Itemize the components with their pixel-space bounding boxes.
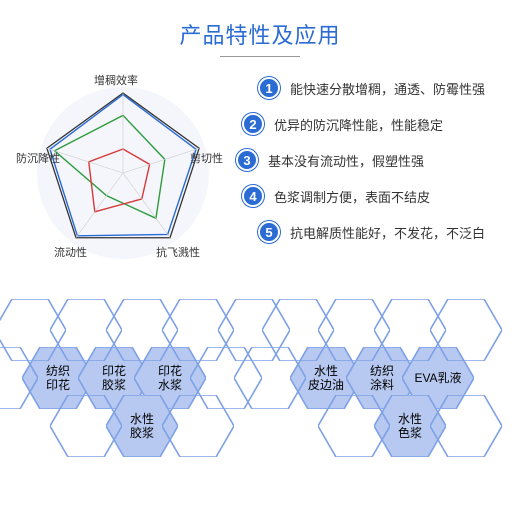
radar-axis-label: 流动性: [54, 247, 87, 259]
hex-label: EVA乳液: [408, 371, 467, 385]
bullet-number: 5: [258, 221, 280, 243]
bullet-number: 2: [242, 113, 264, 135]
hex-label: 纺织 涂料: [364, 364, 400, 392]
hex-label: 水性 色浆: [392, 412, 428, 440]
hex-label: 水性 胶浆: [124, 412, 160, 440]
bullet-text: 基本没有流动性，假塑性强: [268, 151, 424, 170]
hex-label: 印花 胶浆: [96, 364, 132, 392]
hex-cell-empty: [430, 395, 502, 457]
bullet-row: 1 能快速分散增稠，通透、防霉性强: [258, 77, 512, 99]
title-underline: [220, 56, 300, 57]
hex-section: 纺织 印花印花 胶浆印花 水浆水性 胶浆 水性 皮边油纺织 涂料 EVA乳液水性 色…: [0, 273, 520, 513]
hex-label: 纺织 印花: [40, 364, 76, 392]
bullet-number: 3: [236, 149, 258, 171]
radar-axis-label: 增稠效率: [94, 75, 138, 87]
page-title: 产品特性及应用: [0, 0, 520, 63]
hex-cell-empty: [234, 347, 306, 409]
bullet-text: 色浆调制方便，表面不结皮: [274, 187, 430, 206]
bullet-row: 4 色浆调制方便，表面不结皮: [242, 185, 512, 207]
radar-axis-label: 抗飞溅性: [156, 247, 200, 259]
hex-cell-empty: [0, 347, 38, 409]
bullet-text: 优异的防沉降性能，性能稳定: [274, 115, 443, 134]
hex-cell-empty: [50, 395, 122, 457]
bullet-row: 3 基本没有流动性，假塑性强: [236, 149, 512, 171]
bullet-number: 1: [258, 77, 280, 99]
hex-label: 印花 水浆: [152, 364, 188, 392]
upper-section: 增稠效率剪切性抗飞溅性 流动性 防沉降性 1 能快速分散增稠，通透、防霉性强 2 优异的防…: [0, 63, 520, 269]
hex-label: 水性 皮边油: [302, 364, 350, 392]
hex-cell-empty: [162, 395, 234, 457]
radar-chart: 增稠效率剪切性抗飞溅性 流动性 防沉降性: [8, 69, 238, 269]
hex-grid: 纺织 印花印花 胶浆印花 水浆水性 胶浆 水性 皮边油纺织 涂料 EVA乳液水性 色…: [0, 273, 520, 513]
hex-cell-empty: [430, 299, 502, 361]
radar-axis-label: 剪切性: [190, 153, 223, 165]
bullet-text: 能快速分散增稠，通透、防霉性强: [290, 79, 485, 98]
bullet-list: 1 能快速分散增稠，通透、防霉性强 2 优异的防沉降性能，性能稳定 3 基本没有流动性，假…: [238, 69, 512, 269]
title-text: 产品特性及应用: [179, 23, 340, 48]
bullet-row: 2 优异的防沉降性能，性能稳定: [242, 113, 512, 135]
bullet-number: 4: [242, 185, 264, 207]
radar-axis-label: 防沉降性: [16, 153, 60, 165]
bullet-row: 5 抗电解质性能好，不发花，不泛白: [258, 221, 512, 243]
bullet-text: 抗电解质性能好，不发花，不泛白: [290, 223, 485, 242]
hex-cell-empty: [318, 395, 390, 457]
